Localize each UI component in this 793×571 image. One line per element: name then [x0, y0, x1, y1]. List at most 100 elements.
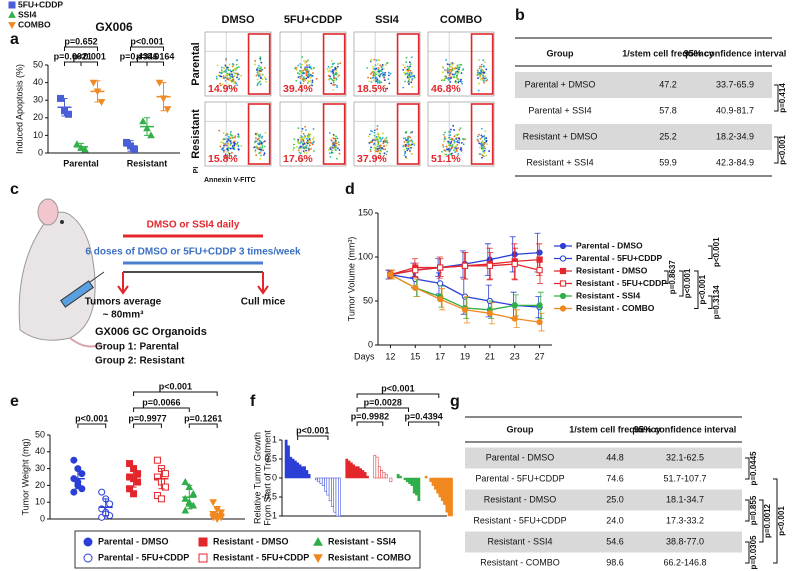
flow-event: [368, 135, 370, 138]
flow-event: [256, 139, 259, 142]
bar: [333, 477, 337, 513]
bar: [396, 473, 400, 479]
bar: [317, 477, 321, 483]
flow-event: [255, 74, 258, 77]
data-point: [437, 296, 444, 303]
flow-event: [452, 76, 455, 79]
flow-event: [383, 145, 386, 147]
flow-event: [297, 149, 300, 152]
flow-event: [231, 79, 234, 81]
flow-event: [373, 72, 376, 74]
legend-marker: [313, 536, 323, 546]
flow-event: [257, 134, 260, 137]
table-cell: 24.0: [606, 515, 624, 525]
row-shade: [515, 124, 772, 150]
flow-event: [330, 146, 333, 148]
flow-event: [263, 152, 266, 155]
flow-event: [371, 71, 373, 74]
flow-event: [215, 77, 218, 80]
flow-event: [410, 147, 413, 149]
flow-event: [378, 75, 381, 78]
arrow-end: [257, 272, 269, 295]
flow-event: [256, 84, 259, 87]
data-point: [387, 271, 394, 278]
bracket: [664, 270, 669, 284]
flow-event: [389, 72, 392, 75]
p-value: p=0.9982: [351, 411, 389, 421]
p-value: p<0.001: [683, 268, 692, 298]
flow-event: [460, 72, 463, 75]
flow-event: [256, 147, 259, 149]
flow-event: [407, 138, 409, 141]
flow-event: [378, 156, 380, 159]
bar: [399, 475, 402, 479]
flow-event: [260, 61, 263, 64]
gate-percentage: 15.8%: [208, 153, 238, 165]
data-point: [217, 509, 225, 517]
legend-label: COMBO: [18, 19, 51, 29]
flow-event: [233, 146, 236, 149]
flow-event: [234, 72, 237, 75]
flow-event: [237, 66, 240, 68]
flow-event: [482, 75, 485, 78]
flow-event: [402, 69, 405, 71]
flow-event: [237, 148, 240, 151]
bar: [328, 477, 332, 502]
panel-label: d: [345, 181, 355, 198]
flow-event: [261, 137, 263, 139]
flow-event: [366, 66, 369, 69]
p-value: p<0.001: [381, 383, 414, 393]
flow-event: [231, 75, 234, 78]
flow-event: [459, 63, 461, 66]
data-point: [181, 494, 190, 502]
flow-event: [410, 131, 413, 134]
flow-event: [444, 69, 447, 72]
flow-event: [370, 58, 373, 61]
flow-event: [446, 77, 449, 80]
flow-event: [407, 68, 410, 70]
flow-event: [370, 81, 373, 83]
flow-event: [477, 77, 479, 79]
flow-event: [332, 72, 335, 74]
data-point: [106, 500, 114, 508]
flow-event: [303, 151, 306, 154]
bar: [436, 477, 440, 494]
flow-event: [476, 74, 479, 76]
error-bar: [127, 140, 134, 152]
flow-event: [225, 70, 228, 73]
flow-event: [222, 141, 224, 144]
row-shade: [465, 489, 742, 511]
flow-event: [380, 72, 383, 75]
flow-event: [309, 133, 312, 136]
flow-event: [480, 65, 483, 68]
flow-event: [404, 156, 407, 158]
legend-label: Resistant - COMBO: [328, 552, 411, 562]
flow-event: [483, 152, 486, 154]
flow-event: [304, 62, 307, 64]
flow-event: [331, 62, 334, 65]
flow-event: [233, 142, 236, 144]
flow-event: [261, 78, 264, 81]
flow-event: [445, 77, 447, 80]
flow-event: [456, 134, 459, 136]
x-tick-label: 23: [510, 351, 520, 361]
table-cell: Resistant + SSI4: [526, 157, 593, 167]
flow-event: [462, 143, 465, 146]
x-tick-label: Resistant: [127, 158, 168, 168]
flow-event: [260, 148, 262, 151]
flow-event: [309, 141, 312, 144]
table-cell: 59.9: [659, 157, 677, 167]
flow-event: [377, 142, 380, 145]
flow-event: [405, 147, 408, 150]
flow-event: [216, 64, 219, 67]
data-point: [78, 470, 86, 478]
flow-event: [233, 136, 236, 139]
flow-event: [478, 142, 481, 145]
flow-event: [481, 140, 484, 143]
flow-event: [450, 147, 453, 150]
column-header: COMBO: [440, 14, 483, 26]
flow-event: [411, 143, 414, 146]
flow-event: [455, 148, 458, 151]
flow-event: [308, 64, 311, 66]
flow-event: [442, 146, 445, 148]
